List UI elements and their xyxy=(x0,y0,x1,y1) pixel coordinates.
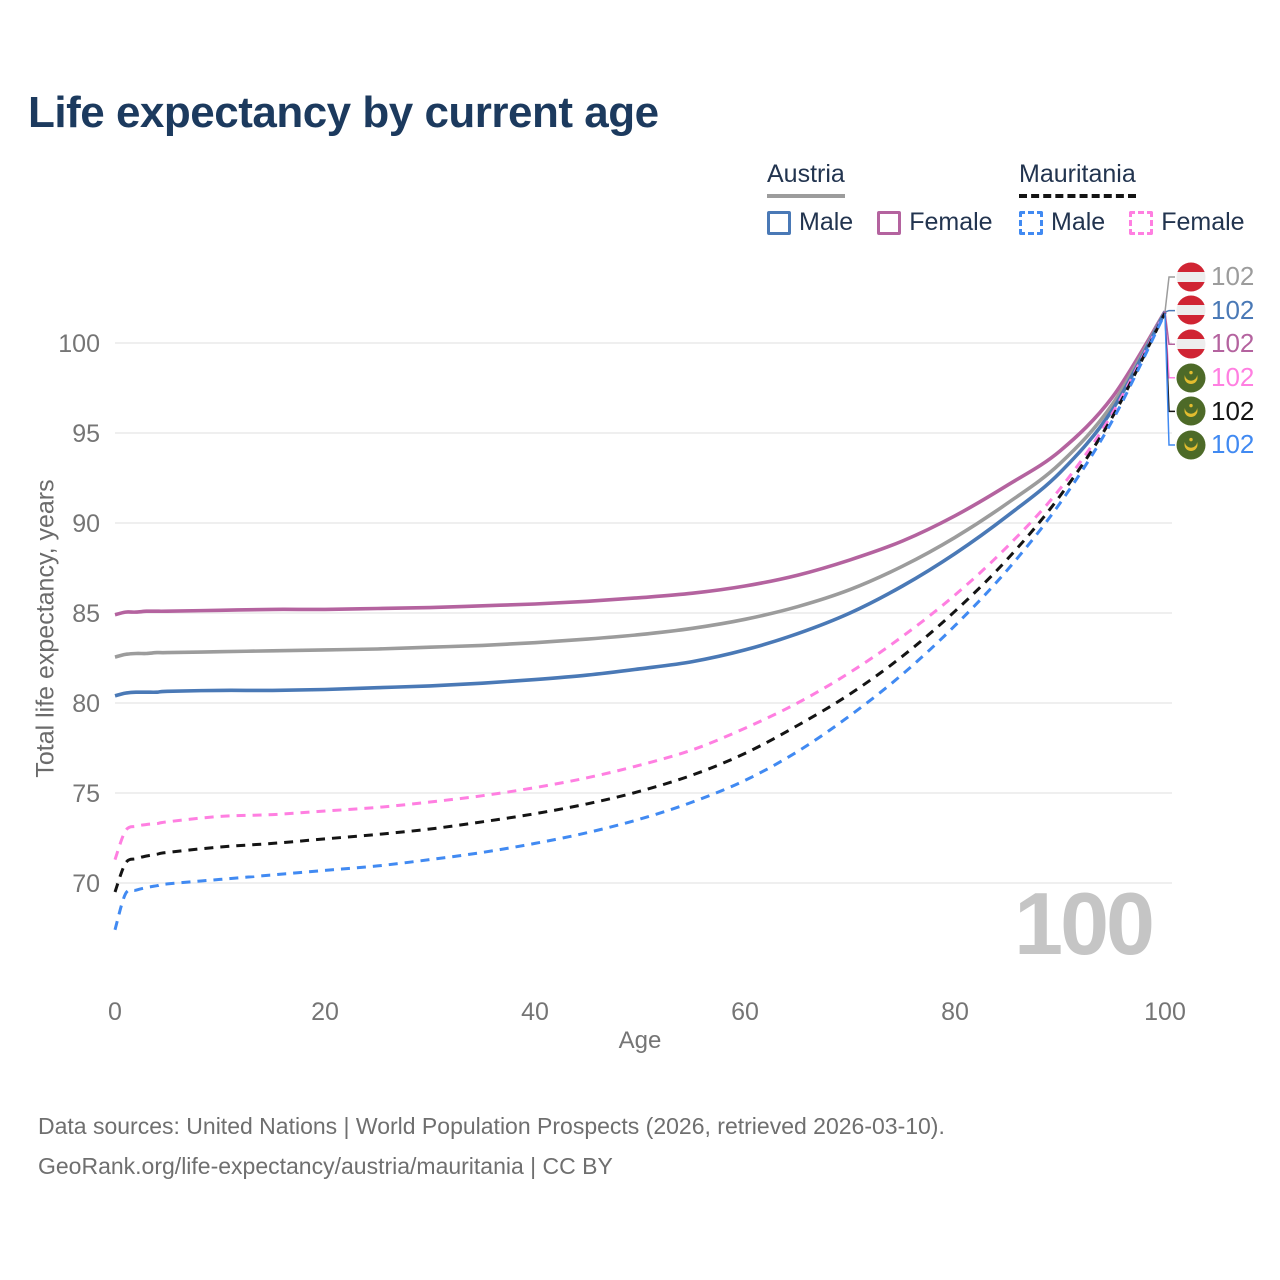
austria-flag-icon xyxy=(1176,329,1206,359)
series-line-austria-female[interactable] xyxy=(114,310,1167,617)
end-label-value: 102 xyxy=(1211,429,1255,460)
end-label-austria-male: 102 xyxy=(1176,294,1254,328)
legend-country-mauritania[interactable]: Mauritania xyxy=(1019,160,1136,198)
legend-country-austria[interactable]: Austria xyxy=(767,160,845,198)
chart-title: Life expectancy by current age xyxy=(28,88,659,137)
end-labels: 102 102 102 102 102 102 xyxy=(1176,260,1254,462)
source-line-2: GeoRank.org/life-expectancy/austria/maur… xyxy=(38,1153,613,1179)
legend-item-label: Female xyxy=(909,208,993,236)
series-line-mauritania-total[interactable] xyxy=(113,312,1167,893)
x-axis-title: Age xyxy=(618,1027,662,1054)
source-line-1: Data sources: United Nations | World Pop… xyxy=(38,1113,945,1139)
end-label-value: 102 xyxy=(1211,261,1255,292)
legend-item-austria-female[interactable]: Female xyxy=(877,208,993,237)
mauritania-flag-icon xyxy=(1176,430,1206,460)
end-label-value: 102 xyxy=(1211,294,1255,325)
legend-items: Male Female xyxy=(767,208,993,237)
legend-group-austria: Austria Male Female xyxy=(767,160,993,237)
y-tick-label: 100 xyxy=(58,330,100,358)
austria-flag-icon xyxy=(1176,295,1206,325)
legend-checkbox-icon xyxy=(1019,210,1043,235)
mauritania-flag-icon xyxy=(1176,396,1206,426)
y-tick-label: 85 xyxy=(72,600,100,628)
x-tick-label: 80 xyxy=(941,998,969,1026)
legend-item-label: Male xyxy=(799,208,854,236)
series-line-austria-total[interactable] xyxy=(114,310,1167,659)
y-tick-label: 95 xyxy=(72,420,100,448)
legend-item-mauritania-male[interactable]: Male xyxy=(1019,208,1105,237)
y-tick-label: 80 xyxy=(72,690,100,718)
end-label-mauritania-male: 102 xyxy=(1176,428,1254,462)
end-label-value: 102 xyxy=(1211,395,1255,426)
legend-item-mauritania-female[interactable]: Female xyxy=(1129,208,1245,237)
end-label-austria-total: 102 xyxy=(1176,260,1254,294)
legend-item-austria-male[interactable]: Male xyxy=(767,208,853,237)
x-tick-label: 0 xyxy=(108,998,122,1026)
series-line-austria-male[interactable] xyxy=(114,311,1167,698)
y-tick-label: 70 xyxy=(72,870,100,898)
y-tick-label: 75 xyxy=(72,780,100,808)
mauritania-flag-icon xyxy=(1176,363,1206,393)
legend-checkbox-icon xyxy=(767,210,791,235)
y-axis-title: Total life expectancy, years xyxy=(31,479,60,778)
legend-item-label: Female xyxy=(1161,208,1245,236)
legend-item-label: Male xyxy=(1051,208,1106,236)
legend-items: Male Female xyxy=(1019,208,1245,237)
series-line-mauritania-female[interactable] xyxy=(113,311,1167,861)
end-label-mauritania-female: 102 xyxy=(1176,361,1254,395)
end-label-mauritania-total: 102 xyxy=(1176,394,1254,428)
x-tick-label: 40 xyxy=(521,998,549,1026)
end-label-connector xyxy=(1164,309,1175,313)
y-tick-label: 90 xyxy=(72,510,100,538)
x-tick-label: 20 xyxy=(311,998,339,1026)
series-line-mauritania-male[interactable] xyxy=(113,312,1167,931)
legend-checkbox-icon xyxy=(877,210,902,235)
legend-group-mauritania: Mauritania Male Female xyxy=(1019,160,1245,237)
end-label-connector xyxy=(1164,313,1175,446)
austria-flag-icon xyxy=(1176,262,1206,292)
x-tick-label: 60 xyxy=(731,998,759,1026)
end-label-connector xyxy=(1164,276,1175,312)
current-age-watermark: 100 xyxy=(1014,874,1155,973)
source-note: Data sources: United Nations | World Pop… xyxy=(38,1106,945,1186)
end-label-austria-female: 102 xyxy=(1176,327,1254,361)
x-tick-label: 100 xyxy=(1144,998,1186,1026)
end-label-value: 102 xyxy=(1211,362,1255,393)
legend-checkbox-icon xyxy=(1129,210,1154,235)
end-label-value: 102 xyxy=(1211,328,1255,359)
